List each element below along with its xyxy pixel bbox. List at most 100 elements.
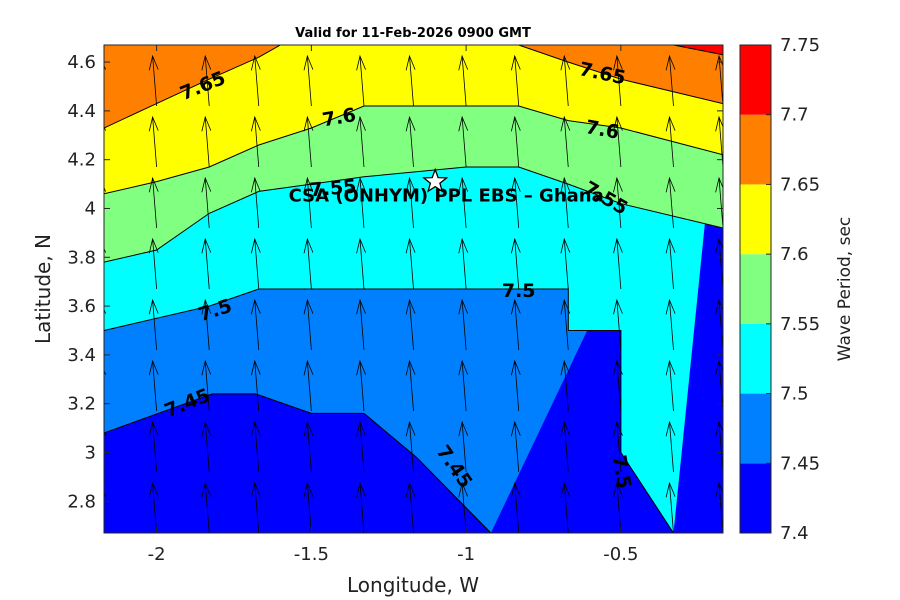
vector-arrow [560,115,571,168]
vector-arrow [250,115,261,168]
contour-label: 7.55 [309,176,358,202]
vector-arrow [560,298,571,351]
vector-arrow [148,420,159,473]
vector-arrow [250,237,261,290]
vector-arrow [356,115,366,168]
vector-arrow [560,237,571,290]
y-tick-label: 4.4 [67,101,96,122]
vector-arrow [356,298,366,351]
vector-arrow [613,298,623,351]
vector-arrow [665,420,676,473]
y-tick-label: 4 [85,198,96,219]
contour-line-7.7 [673,45,723,56]
vector-arrow [250,481,261,533]
vector-arrow [303,359,314,412]
vector-arrow [405,420,416,473]
vector-arrow [356,359,366,412]
vector-arrow [303,176,314,229]
vector-arrow [250,298,261,351]
vector-arrow [303,237,314,290]
y-axis-label: Latitude, N [31,234,55,344]
vector-arrow [208,45,210,46]
vector-arrow [201,359,212,412]
vector-arrow [201,420,212,473]
x-tick-label: -2 [148,544,166,565]
vector-arrow [405,359,416,412]
vector-arrow [665,298,676,351]
x-tick-label: -1.5 [294,544,329,565]
colorbar-tick-label: 7.45 [780,453,820,474]
plot-area [104,45,723,533]
vector-arrow [510,115,521,168]
vector-arrow [665,54,676,107]
vector-arrow [560,176,571,229]
wave-direction-vectors [104,45,723,533]
vector-arrow [201,115,212,168]
vector-arrow [510,420,521,473]
vector-arrow [201,481,212,533]
band-7.65 [104,45,723,128]
vector-arrow [510,54,521,107]
vector-arrow [303,54,314,107]
colorbar-tick-label: 7.4 [780,523,809,544]
vector-arrow [613,359,623,412]
colorbar-tick-label: 7.7 [780,105,809,126]
colorbar-swatch [740,393,771,464]
vector-arrow [303,115,314,168]
vector-arrow [613,176,623,229]
y-tick-label: 3.6 [67,296,96,317]
colorbar-tick-label: 7.5 [780,384,809,405]
vector-arrow [148,176,159,229]
contour-line-7.45 [104,393,492,533]
vector-arrow [560,359,571,412]
vector-arrow [458,481,469,533]
vector-arrow [458,115,469,168]
y-tick-label: 4.6 [67,52,96,73]
y-tick-label: 2.8 [67,491,96,512]
colorbar-tick-label: 7.55 [780,314,820,335]
y-tick-label: 3.2 [67,394,96,415]
vector-arrow [148,115,159,168]
vector-arrow [148,237,159,290]
vector-arrow [405,54,416,107]
vector-arrow [458,176,469,229]
station-label: CSA (ONHYM) PPL EBS – Ghana [289,186,604,207]
vector-arrow [613,481,623,533]
vector-arrow [665,237,676,290]
y-axis-ticks: 2.8 3 3.2 3.4 3.6 3.8 4 4.2 4.4 4.6 [67,52,723,512]
vector-arrow [303,420,314,473]
vector-arrow [458,420,469,473]
vector-arrow [613,420,623,473]
x-axis-label: Longitude, W [347,573,479,597]
colorbar-swatch [740,463,771,533]
station-marker-group: CSA (ONHYM) PPL EBS – Ghana [289,167,604,207]
vector-arrow [405,481,416,533]
vector-arrow [405,237,416,290]
plot-frame [103,44,724,534]
vector-arrow [458,359,469,412]
vector-arrow [405,298,416,351]
colorbar-swatch [740,45,771,115]
contour-line-7.65 [104,45,723,129]
vector-arrow [458,237,469,290]
contour-label: 7.5 [502,280,536,302]
y-tick-label: 3.8 [67,247,96,268]
colorbar-frame [739,44,772,534]
y-tick-label: 3 [85,442,96,463]
station-star-icon [422,167,449,193]
vector-arrow [665,481,676,533]
vector-arrow [250,420,261,473]
colorbar-swatch [740,184,771,255]
x-tick-label: -0.5 [603,544,638,565]
colorbar-tick-label: 7.75 [780,35,820,56]
vector-arrow [673,45,674,46]
vector-arrow [560,54,571,107]
colorbar-swatch [740,254,771,324]
vector-arrow [560,420,571,473]
vector-arrow [250,359,261,412]
vector-arrow [405,176,416,229]
vector-arrow [567,45,569,46]
vector-arrow [510,237,521,290]
vector-arrow [156,45,157,46]
